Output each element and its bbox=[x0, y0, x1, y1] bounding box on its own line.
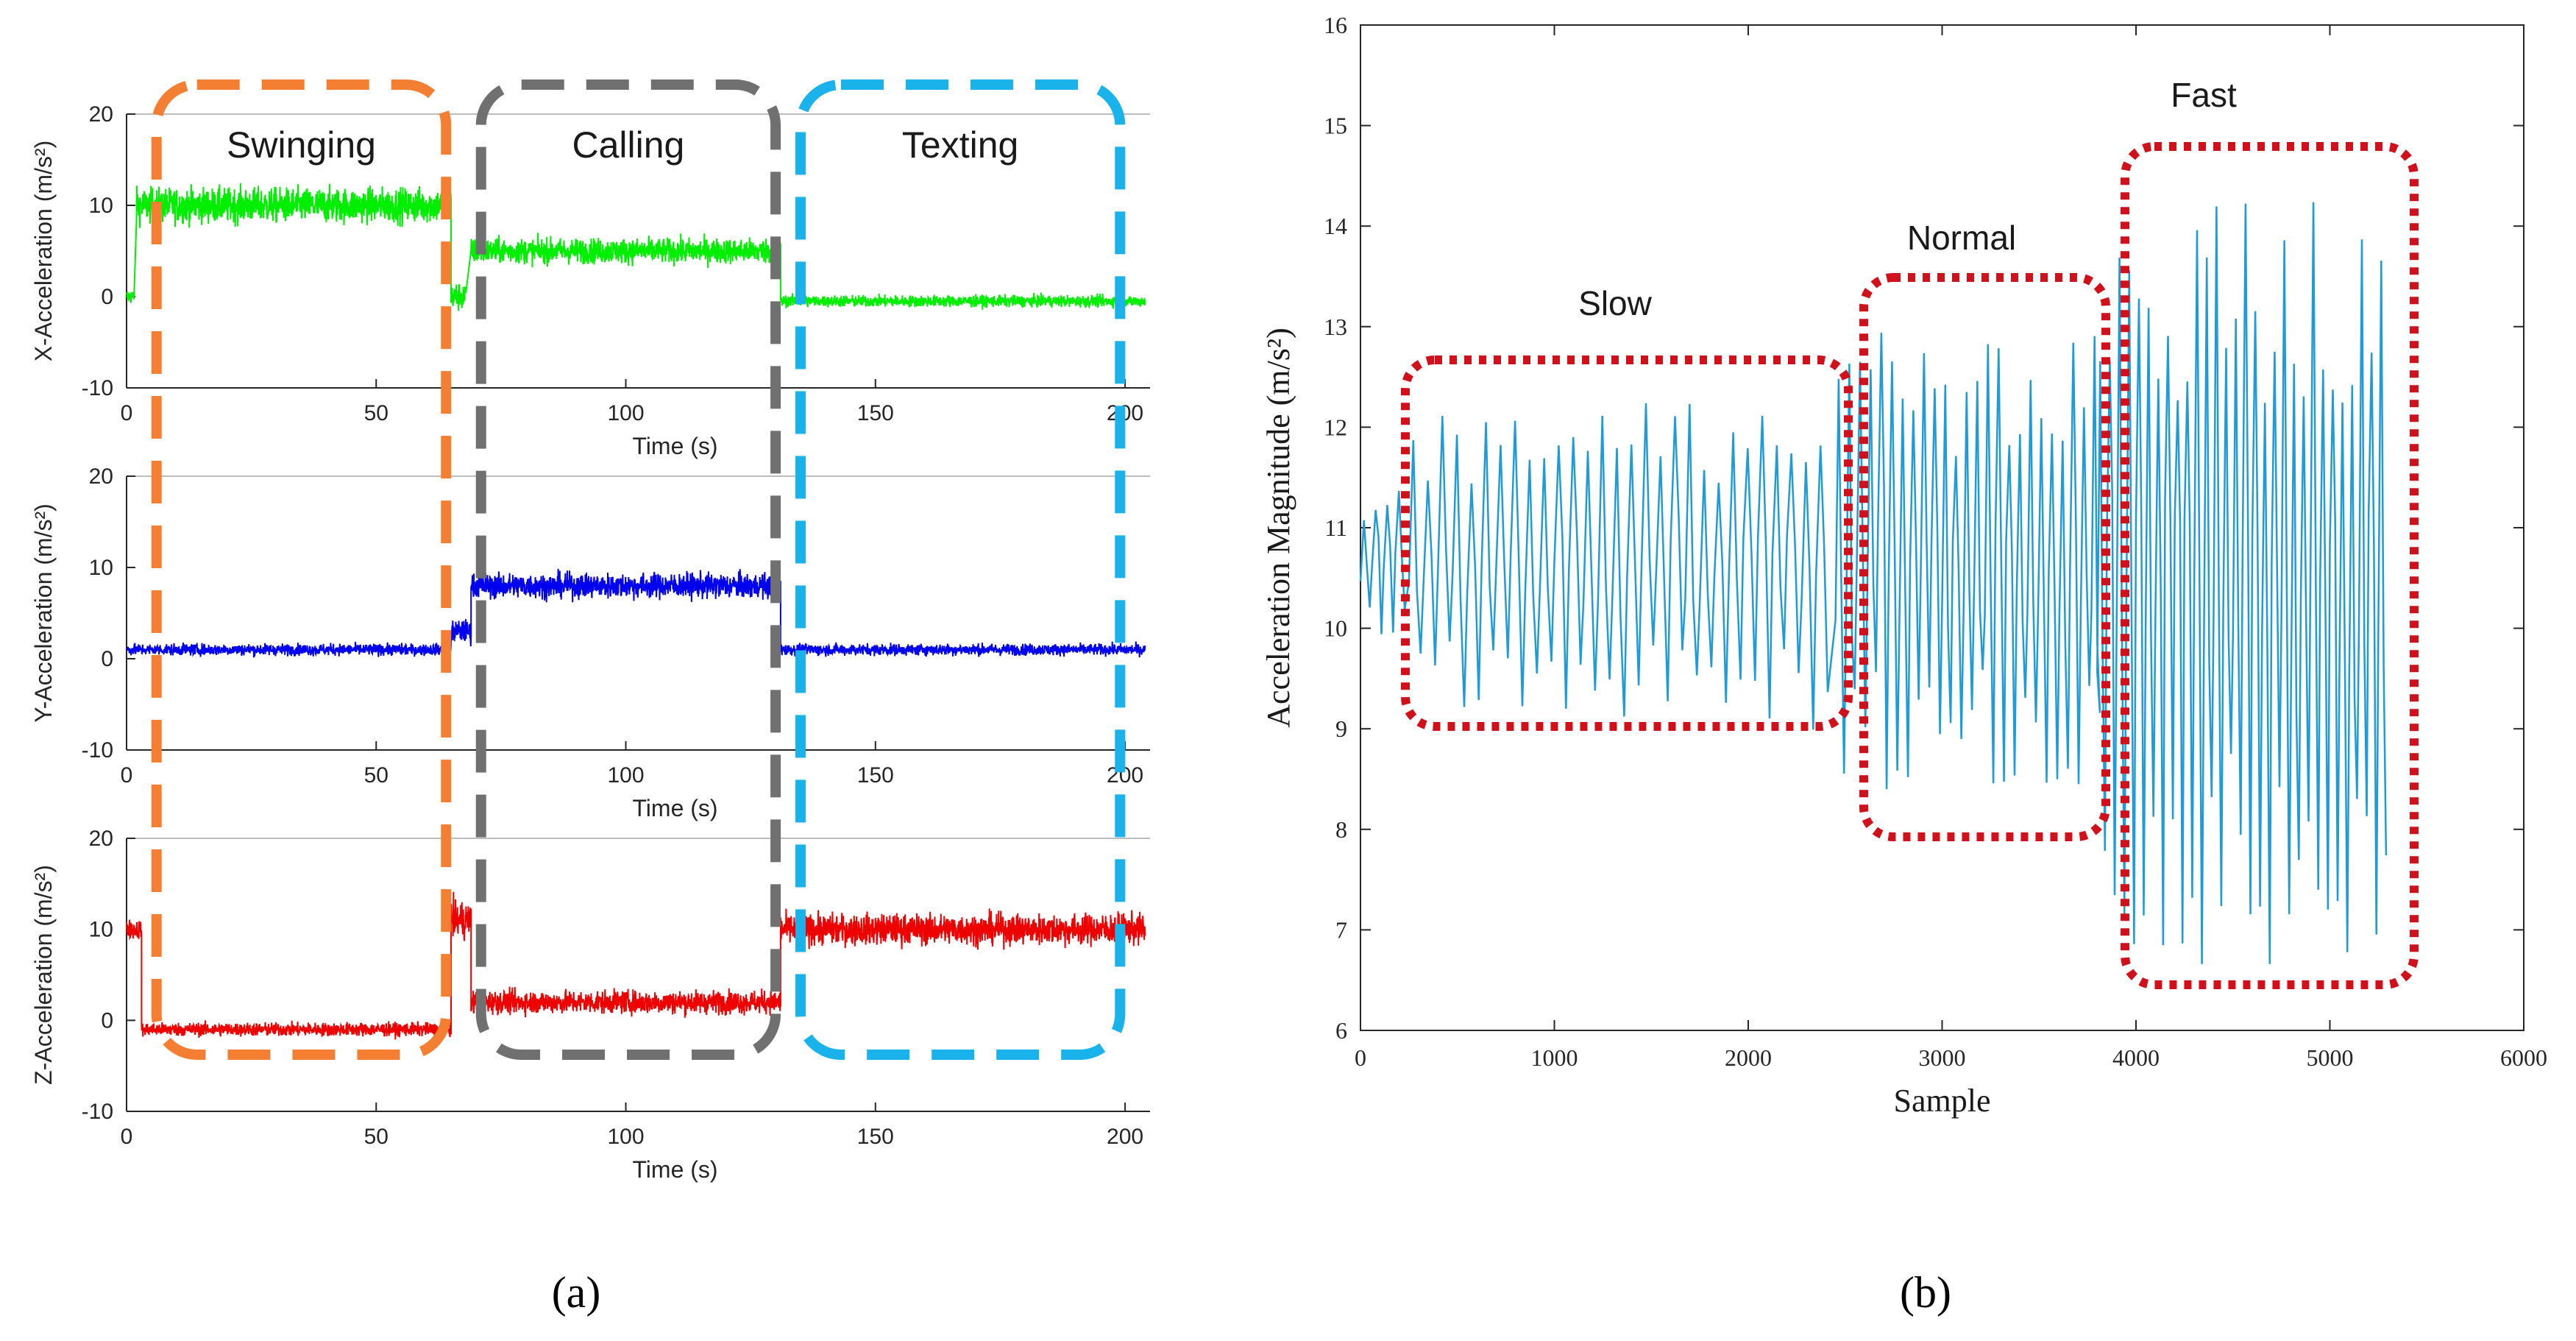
y-tick-label: 20 bbox=[89, 102, 113, 127]
y-tick-label: 10 bbox=[89, 194, 113, 218]
activity-label: Texting bbox=[902, 124, 1018, 166]
x-tick-label: 100 bbox=[608, 401, 645, 425]
y-tick-label: 10 bbox=[1324, 615, 1347, 642]
y-axis-label: Acceleration Magnitude (m/s²) bbox=[1260, 328, 1296, 727]
x-tick-label: 5000 bbox=[2307, 1044, 2354, 1071]
x-tick-label: 100 bbox=[608, 763, 645, 788]
y-tick-label: 12 bbox=[1324, 414, 1347, 440]
x-tick-label: 0 bbox=[121, 763, 133, 788]
y-tick-label: 8 bbox=[1335, 816, 1347, 843]
x-tick-label: 150 bbox=[857, 1125, 894, 1149]
activity-box-texting bbox=[795, 79, 1126, 1060]
y-tick-label: 0 bbox=[101, 285, 113, 309]
panel-label-b: (b) bbox=[1900, 1268, 1951, 1317]
speed-label: Slow bbox=[1578, 284, 1652, 322]
y-tick-label: 14 bbox=[1324, 213, 1347, 239]
x-axis-label: Time (s) bbox=[632, 433, 717, 459]
speed-box-normal bbox=[1859, 273, 2110, 841]
x-tick-label: 2000 bbox=[1725, 1044, 1772, 1071]
y-tick-label: 13 bbox=[1324, 314, 1347, 340]
activity-label: Calling bbox=[572, 124, 684, 166]
series-line-magnitude bbox=[1359, 202, 2388, 964]
activity-label: Swinging bbox=[227, 124, 376, 166]
y-tick-label: -10 bbox=[82, 1100, 113, 1124]
y-tick-label: 16 bbox=[1324, 12, 1347, 38]
series-line-y bbox=[126, 568, 1146, 658]
y-tick-label: 0 bbox=[101, 1008, 113, 1033]
y-tick-label: 20 bbox=[89, 464, 113, 489]
y-tick-label: 20 bbox=[89, 827, 113, 851]
x-tick-label: 150 bbox=[857, 763, 894, 788]
y-tick-label: -10 bbox=[82, 376, 113, 400]
series-line-x bbox=[126, 183, 1146, 311]
y-tick-label: 7 bbox=[1335, 916, 1347, 943]
panel-label-a: (a) bbox=[552, 1268, 601, 1317]
speed-box-slow bbox=[1401, 355, 1853, 731]
y-tick-label: 11 bbox=[1324, 514, 1347, 541]
activity-box-swinging bbox=[151, 79, 452, 1060]
y-axis-label: Z-Acceleration (m/s²) bbox=[30, 865, 57, 1085]
y-tick-label: -10 bbox=[82, 738, 113, 763]
x-axis-label: Time (s) bbox=[632, 1156, 717, 1183]
y-tick-label: 9 bbox=[1335, 715, 1347, 742]
speed-box-fast bbox=[2121, 142, 2419, 989]
x-tick-label: 0 bbox=[121, 401, 133, 425]
y-axis-label: Y-Acceleration (m/s²) bbox=[30, 503, 57, 723]
x-tick-label: 4000 bbox=[2112, 1044, 2160, 1071]
x-tick-label: 0 bbox=[121, 1125, 133, 1149]
x-axis-label: Time (s) bbox=[632, 795, 717, 821]
plot-frame bbox=[1360, 24, 2524, 1031]
y-tick-label: 10 bbox=[89, 918, 113, 942]
x-tick-label: 6000 bbox=[2500, 1044, 2547, 1071]
panel-b: 6 7 8 9 10 11 12 13 14 15 16 0 1000 2000 3000 4000 5000 6… bbox=[1260, 12, 2547, 1317]
x-tick-label: 200 bbox=[1107, 1125, 1143, 1149]
speed-label: Normal bbox=[1907, 219, 2016, 257]
y-tick-label: 15 bbox=[1324, 113, 1347, 139]
x-tick-label: 100 bbox=[608, 1125, 645, 1149]
x-tick-label: 50 bbox=[364, 763, 388, 788]
x-axis-label: Sample bbox=[1894, 1083, 1991, 1119]
y-tick-label: 10 bbox=[89, 556, 113, 580]
series-line-z bbox=[126, 891, 1146, 1040]
x-tick-label: 50 bbox=[364, 401, 388, 425]
activity-box-calling bbox=[475, 79, 781, 1060]
y-axis-label: X-Acceleration (m/s²) bbox=[30, 141, 57, 362]
y-tick-label: 0 bbox=[101, 647, 113, 671]
x-tick-label: 50 bbox=[364, 1125, 388, 1149]
x-tick-label: 1000 bbox=[1531, 1044, 1578, 1071]
x-tick-label: 3000 bbox=[1919, 1044, 1966, 1071]
x-tick-label: 0 bbox=[1355, 1044, 1366, 1071]
y-tick-label: 6 bbox=[1335, 1017, 1347, 1044]
x-tick-label: 150 bbox=[857, 401, 894, 425]
speed-label: Fast bbox=[2171, 76, 2237, 114]
